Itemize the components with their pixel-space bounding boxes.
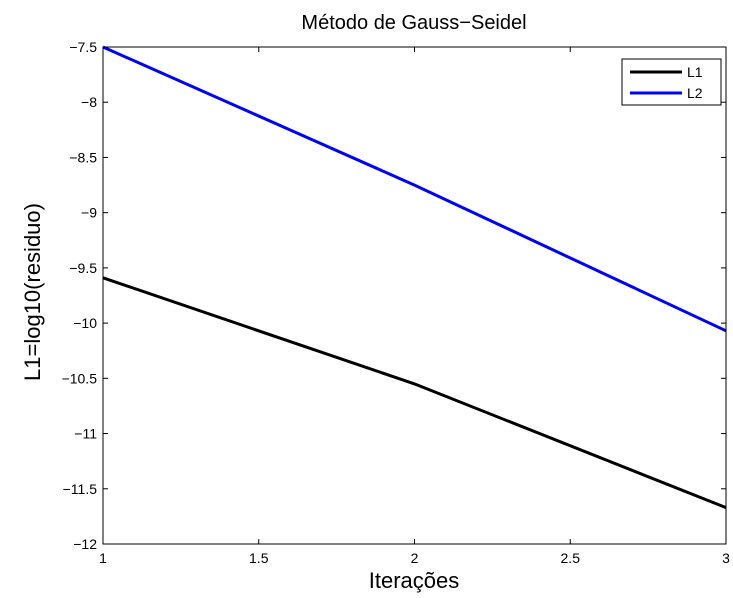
y-tick-label: −7.5 (69, 39, 97, 55)
y-tick-label: −11 (74, 426, 97, 442)
x-tick-label: 1.5 (249, 550, 269, 566)
y-tick-label: −9 (81, 205, 97, 221)
x-axis-label: Iterações (369, 568, 460, 593)
y-tick-label: −8 (81, 94, 97, 110)
legend-label-l2: L2 (687, 85, 703, 101)
y-tick-label: −10.5 (62, 370, 98, 386)
y-tick-label: −11.5 (63, 481, 98, 497)
y-axis-label: L1=log10(residuo) (20, 203, 45, 381)
series-line-l2 (102, 45, 727, 333)
chart-title: Método de Gauss−Seidel (301, 12, 526, 34)
series-lines (102, 45, 727, 509)
y-tick-label: −8.5 (69, 149, 97, 165)
x-tick-label: 1 (99, 550, 107, 566)
x-tick-label: 2.5 (561, 550, 581, 566)
series-line-l1 (102, 276, 727, 509)
plot-area-frame (102, 46, 727, 545)
x-tick-label: 3 (722, 550, 730, 566)
y-tick-label: −10 (73, 315, 97, 331)
legend-label-l1: L1 (687, 64, 703, 80)
legend-box (621, 58, 722, 106)
x-tick-label: 2 (411, 550, 419, 566)
axis-ticks: 1 1.5 2 2.5 3 −7.5 −8 −8.5 −9 −9.5 −10 −10.5 −11 −11.… (62, 39, 731, 566)
y-tick-label: −9.5 (69, 260, 97, 276)
y-tick-label: −12 (73, 536, 97, 552)
